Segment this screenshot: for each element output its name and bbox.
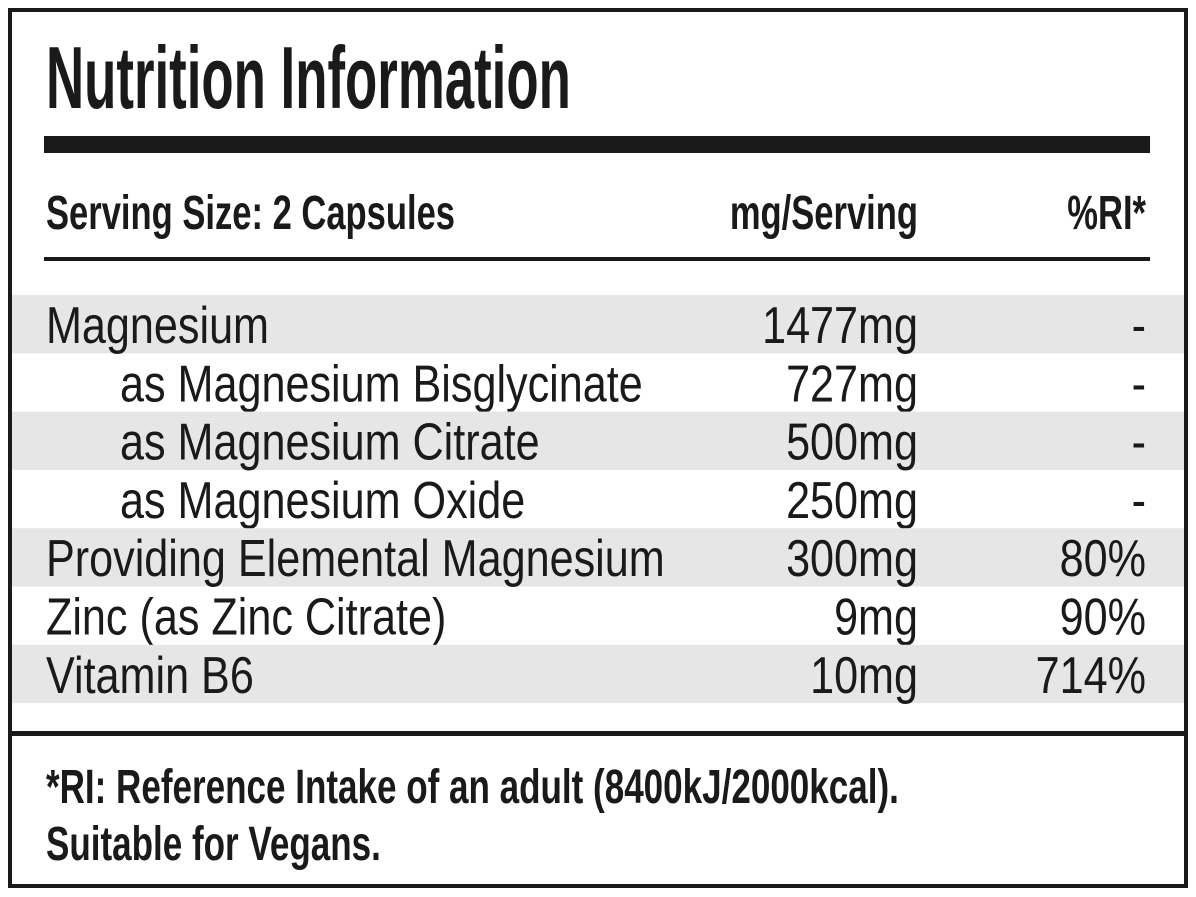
nutrient-name: Magnesium — [46, 297, 269, 355]
nutrient-name: Providing Elemental Magnesium — [46, 530, 665, 588]
header-cell: %RI* — [1067, 185, 1146, 239]
ri-percent: - — [1132, 297, 1146, 355]
header-rule — [44, 257, 1150, 261]
nutrient-name: as Magnesium Bisglycinate — [120, 356, 643, 414]
outer-border — [8, 8, 1188, 888]
amount: 1477mg — [762, 297, 918, 355]
ri-percent: 714% — [1036, 647, 1146, 705]
amount: 727mg — [786, 356, 918, 414]
footnote: *RI: Reference Intake of an adult (8400k… — [46, 760, 899, 814]
title: Nutrition Information — [46, 29, 571, 127]
header-cell: mg/Serving — [730, 185, 918, 239]
footnote: Suitable for Vegans. — [46, 817, 381, 871]
ri-percent: - — [1132, 472, 1146, 530]
amount: 10mg — [810, 647, 918, 705]
row-stripe — [12, 528, 1184, 587]
ri-percent: - — [1132, 356, 1146, 414]
nutrient-name: Zinc (as Zinc Citrate) — [46, 589, 446, 647]
title-rule — [44, 136, 1150, 153]
ri-percent: 90% — [1060, 589, 1146, 647]
nutrient-name: as Magnesium Citrate — [120, 414, 540, 472]
row-stripe — [12, 644, 1184, 704]
ri-percent: - — [1132, 414, 1146, 472]
nutrient-name: as Magnesium Oxide — [120, 472, 525, 530]
ri-percent: 80% — [1060, 530, 1146, 588]
amount: 300mg — [786, 530, 918, 588]
footer-rule — [10, 731, 1186, 736]
amount: 500mg — [786, 414, 918, 472]
amount: 9mg — [834, 589, 918, 647]
amount: 250mg — [786, 472, 918, 530]
header-cell: Serving Size: 2 Capsules — [46, 185, 455, 239]
nutrient-name: Vitamin B6 — [46, 647, 254, 705]
row-stripe — [12, 295, 1184, 354]
row-stripe — [12, 411, 1184, 470]
